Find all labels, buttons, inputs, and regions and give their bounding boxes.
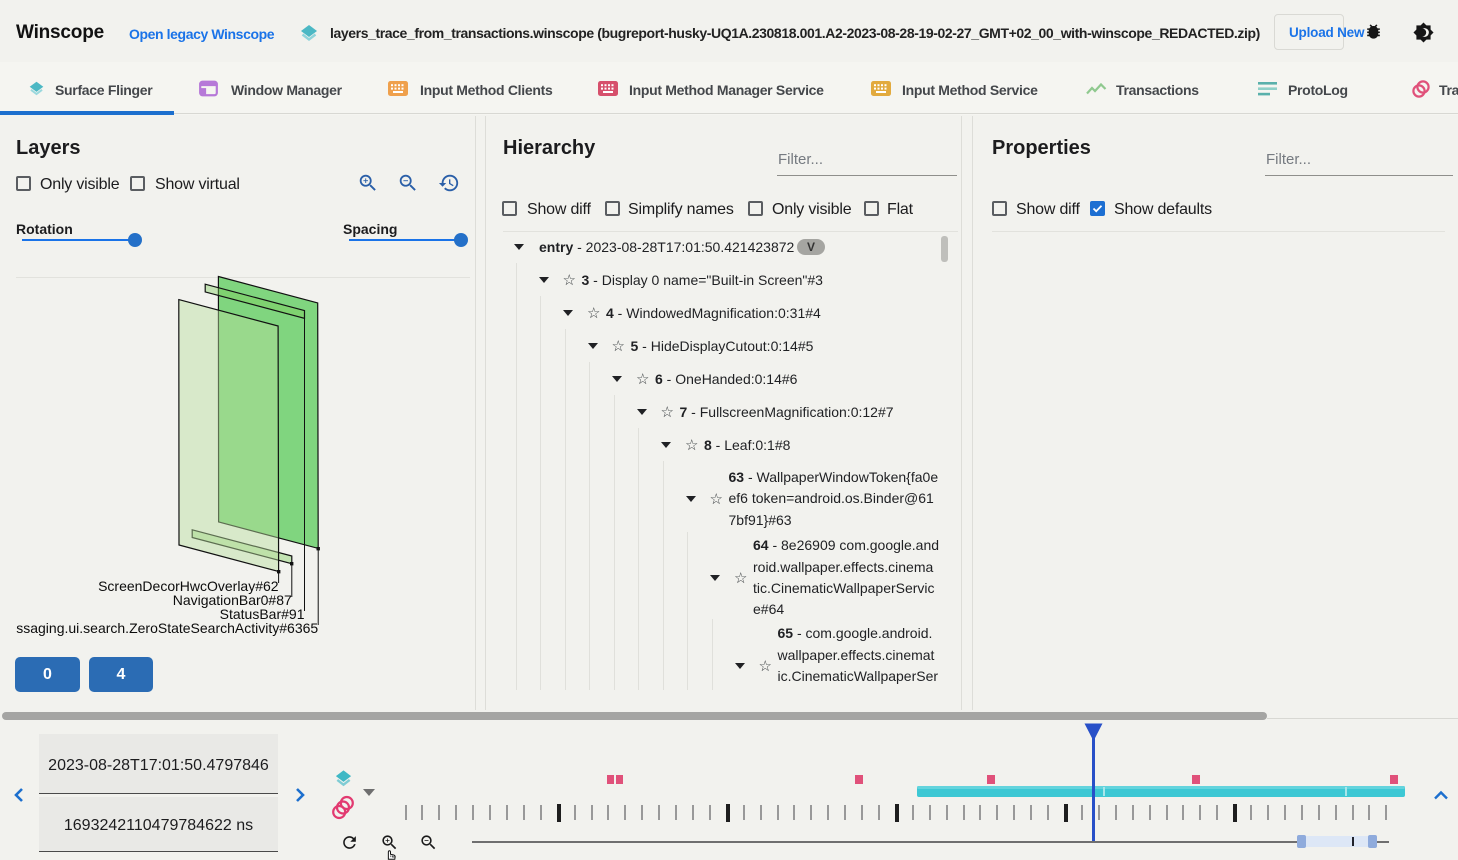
svg-text:ScreenDecorHwcOverlay#62: ScreenDecorHwcOverlay#62 <box>98 578 279 594</box>
svg-text:ssaging.ui.search.ZeroStateSea: ssaging.ui.search.ZeroStateSearchActivit… <box>16 620 318 636</box>
svg-text:NavigationBar0#87: NavigationBar0#87 <box>173 592 292 608</box>
svg-text:StatusBar#91: StatusBar#91 <box>220 606 305 622</box>
